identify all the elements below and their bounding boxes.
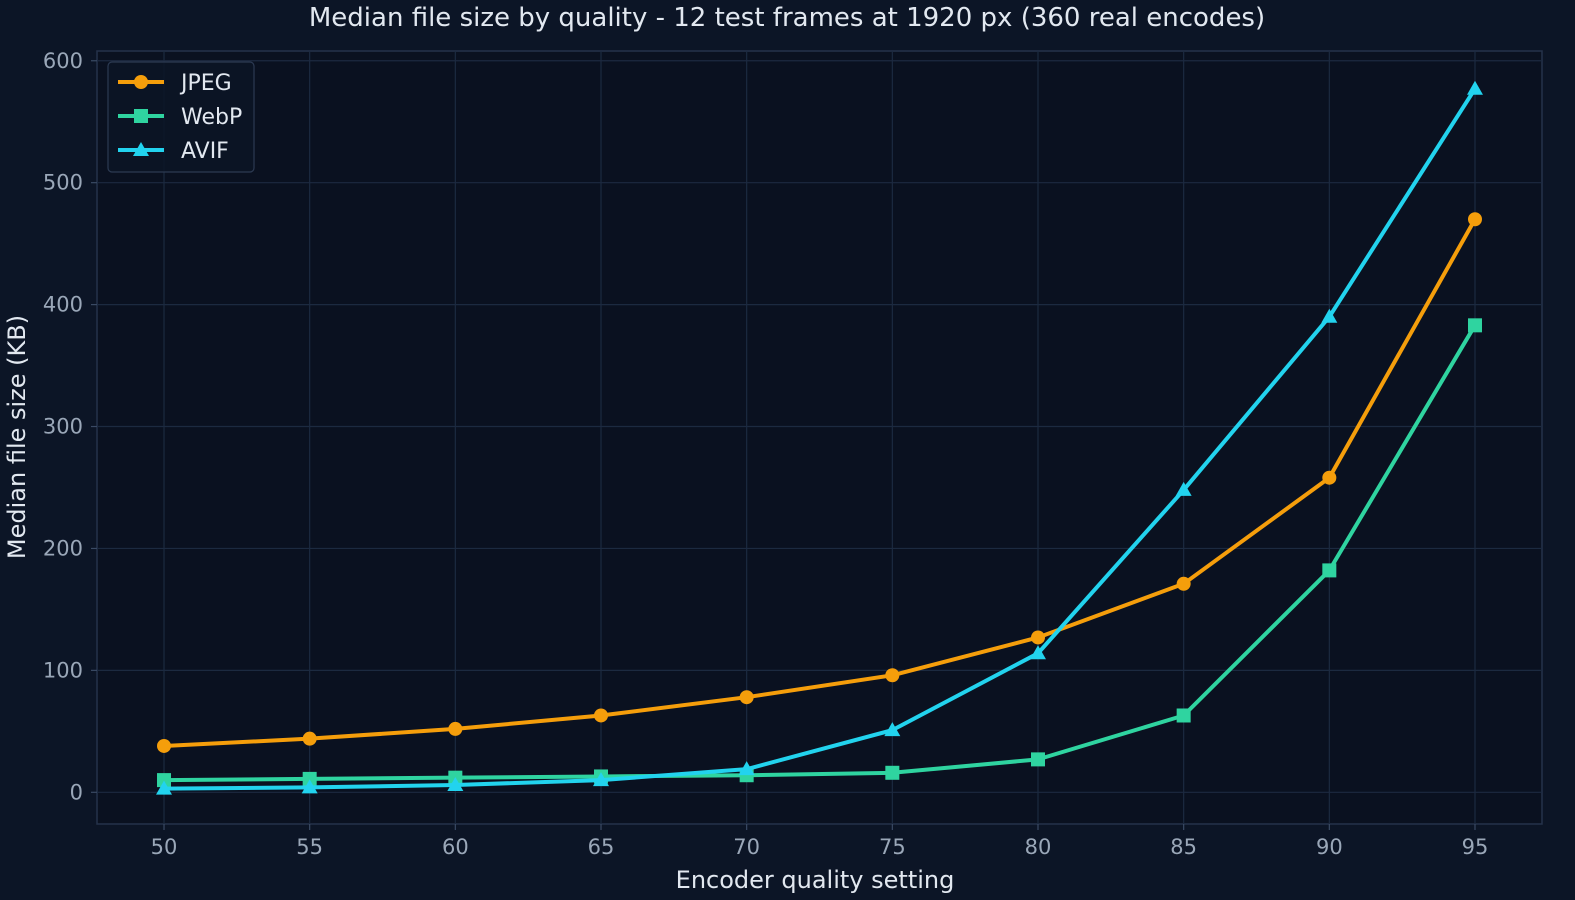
x-tick-label: 85 bbox=[1170, 835, 1197, 859]
y-tick-label: 0 bbox=[70, 780, 83, 804]
jpeg-point bbox=[1176, 576, 1191, 591]
jpeg-point bbox=[885, 668, 900, 683]
x-axis-label: Encoder quality setting bbox=[676, 866, 955, 894]
webp-line bbox=[162, 323, 1477, 783]
avif-point bbox=[884, 722, 901, 737]
jpeg-point bbox=[1467, 212, 1482, 227]
y-tick-label: 100 bbox=[43, 658, 83, 682]
webp-point bbox=[1176, 708, 1191, 723]
avif-point bbox=[593, 772, 610, 787]
chart-title: Median file size by quality - 12 test fr… bbox=[309, 3, 1265, 33]
jpeg-point bbox=[302, 731, 317, 746]
avif-point bbox=[738, 761, 755, 776]
y-tick-label: 300 bbox=[43, 415, 83, 439]
legend-marker-avif bbox=[133, 142, 149, 156]
plot-area bbox=[96, 50, 1543, 825]
webp-point bbox=[1030, 752, 1045, 767]
y-tick-label: 200 bbox=[43, 536, 83, 560]
series-layer bbox=[156, 80, 1483, 795]
series-avif bbox=[156, 80, 1483, 795]
y-tick-label: 400 bbox=[43, 293, 83, 317]
legend-item-jpeg: JPEG bbox=[118, 71, 232, 96]
x-tick-label: 55 bbox=[296, 835, 323, 859]
jpeg-line bbox=[162, 217, 1477, 748]
webp-point bbox=[1322, 563, 1337, 578]
x-axis-ticks: 50 55 60 65 70 75 80 85 90 95 bbox=[151, 824, 1489, 859]
avif-point bbox=[156, 780, 173, 795]
jpeg-point bbox=[1322, 470, 1337, 485]
avif-point bbox=[1175, 481, 1192, 496]
avif-point bbox=[1029, 645, 1046, 660]
webp-point bbox=[885, 765, 900, 780]
x-tick-label: 95 bbox=[1462, 835, 1489, 859]
y-tick-label: 600 bbox=[43, 49, 83, 73]
y-axis-label: Median file size (KB) bbox=[3, 315, 31, 559]
legend-marker-webp bbox=[134, 109, 148, 123]
series-jpeg bbox=[157, 212, 1482, 753]
y-axis-ticks: 0 100 200 300 400 500 600 bbox=[43, 49, 97, 804]
legend-item-webp: WebP bbox=[118, 105, 242, 130]
legend-marker-jpeg bbox=[134, 75, 148, 89]
x-tick-label: 70 bbox=[733, 835, 760, 859]
legend-label-avif: AVIF bbox=[181, 139, 229, 164]
legend-item-avif: AVIF bbox=[118, 139, 229, 164]
webp-point bbox=[157, 773, 172, 788]
jpeg-point bbox=[594, 708, 609, 723]
legend-label-jpeg: JPEG bbox=[179, 71, 232, 96]
legend: JPEG WebP AVIF bbox=[107, 61, 255, 173]
x-tick-label: 60 bbox=[442, 835, 469, 859]
legend-label-webp: WebP bbox=[181, 105, 242, 130]
avif-point bbox=[301, 779, 318, 794]
webp-point bbox=[302, 771, 317, 786]
avif-point bbox=[447, 776, 464, 791]
webp-point bbox=[1467, 318, 1482, 333]
grid-lines bbox=[97, 51, 1542, 824]
avif-line bbox=[162, 86, 1477, 791]
x-tick-label: 50 bbox=[151, 835, 178, 859]
jpeg-point bbox=[448, 721, 463, 736]
x-tick-label: 90 bbox=[1316, 835, 1343, 859]
x-tick-label: 75 bbox=[879, 835, 906, 859]
jpeg-point bbox=[1030, 630, 1045, 645]
jpeg-point bbox=[739, 690, 754, 705]
avif-point bbox=[1466, 80, 1483, 95]
avif-point bbox=[1321, 308, 1338, 323]
y-tick-label: 500 bbox=[43, 171, 83, 195]
x-tick-label: 65 bbox=[588, 835, 615, 859]
legend-box bbox=[107, 61, 255, 173]
x-tick-label: 80 bbox=[1025, 835, 1052, 859]
jpeg-point bbox=[157, 738, 172, 753]
